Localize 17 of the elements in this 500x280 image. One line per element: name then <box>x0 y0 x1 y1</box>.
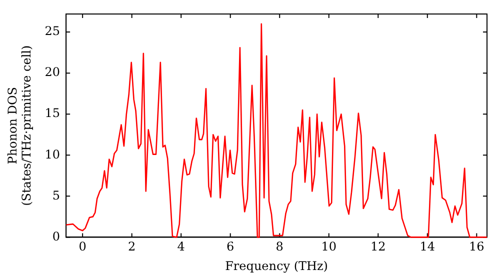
x-tick-label: 16 <box>469 240 484 254</box>
x-axis-title: Frequency (THz) <box>225 258 328 273</box>
x-tick-label: 4 <box>177 240 186 254</box>
y-tick-label: 20 <box>44 65 60 80</box>
y-axis-title: Phonon DOS (States/THz·primitive cell) <box>5 45 34 206</box>
x-tick-label: 10 <box>321 240 337 254</box>
y-tick-label: 5 <box>52 188 60 202</box>
x-tick-label: 8 <box>276 240 284 254</box>
y-tick-label: 15 <box>44 106 60 120</box>
x-tick-label: 14 <box>420 240 436 254</box>
x-tick-label: 6 <box>226 240 234 254</box>
x-tick-label: 2 <box>128 240 136 254</box>
x-tick-label: 12 <box>370 240 386 254</box>
x-tick-label: 0 <box>78 240 86 254</box>
y-tick-label: 0 <box>52 229 60 244</box>
y-tick-label: 25 <box>44 24 60 38</box>
y-tick-label: 10 <box>44 147 60 162</box>
